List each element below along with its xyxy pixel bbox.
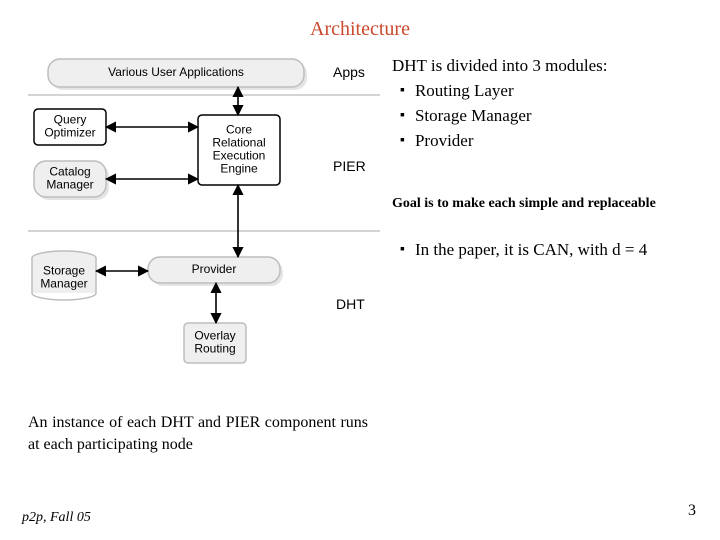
text-column: DHT is divided into 3 modules: ▪ Routing … [380,55,692,455]
bullet-text: Storage Manager [415,105,532,128]
svg-text:Provider: Provider [192,262,237,276]
svg-text:Manager: Manager [46,178,93,192]
svg-text:Apps: Apps [333,64,365,80]
svg-text:Optimizer: Optimizer [44,126,95,140]
svg-text:Relational: Relational [212,136,265,150]
goal-text: Goal is to make each simple and replacea… [392,195,692,213]
instance-note: An instance of each DHT and PIER compone… [28,412,368,455]
svg-text:Query: Query [54,113,87,127]
paper-note: ▪ In the paper, it is CAN, with d = 4 [392,239,692,262]
svg-text:Storage: Storage [43,264,85,278]
bullet-square-icon: ▪ [400,130,405,152]
bullet-item: ▪ Storage Manager [392,105,692,128]
bullet-item: ▪ Routing Layer [392,80,692,103]
svg-text:Routing: Routing [194,342,235,356]
svg-text:Various User Applications: Various User Applications [108,65,244,79]
intro-text: DHT is divided into 3 modules: [392,55,692,78]
bullet-square-icon: ▪ [400,80,405,102]
svg-text:PIER: PIER [333,158,366,174]
svg-text:Execution: Execution [213,149,266,163]
footer-left: p2p, Fall 05 [22,510,91,526]
architecture-diagram: Apps PIER DHT Various User Applications Quer… [28,55,380,395]
svg-text:Core: Core [226,123,252,137]
bullet-square-icon: ▪ [400,239,405,261]
bullet-square-icon: ▪ [400,105,405,127]
svg-text:Overlay: Overlay [194,329,235,343]
svg-text:DHT: DHT [336,296,365,312]
bullet-item: ▪ Provider [392,130,692,153]
bullet-text: Routing Layer [415,80,514,103]
svg-text:Manager: Manager [40,277,87,291]
bullet-text: Provider [415,130,474,153]
svg-text:Engine: Engine [220,162,258,176]
page-number: 3 [688,502,696,520]
bullet-list: ▪ Routing Layer ▪ Storage Manager ▪ Provider [392,80,692,153]
svg-text:Catalog: Catalog [49,165,90,179]
paper-bullet-text: In the paper, it is CAN, with d = 4 [415,239,647,262]
diagram-column: Apps PIER DHT Various User Applications Quer… [28,55,380,455]
slide-title: Architecture [28,18,692,41]
content-row: Apps PIER DHT Various User Applications Quer… [28,55,692,455]
